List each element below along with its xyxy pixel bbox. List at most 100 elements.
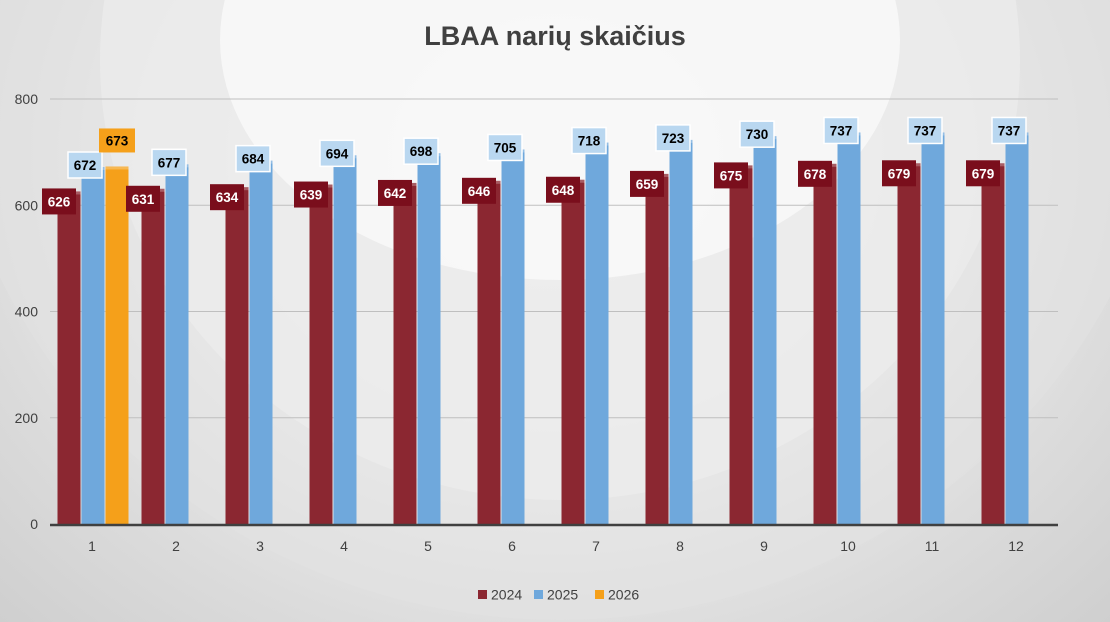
bar-2026-1: [105, 166, 129, 524]
legend-swatch: [534, 590, 543, 599]
data-label-2026-1: 673: [99, 128, 135, 153]
gridlines: [50, 98, 1058, 419]
bar-2024-6: [477, 180, 501, 524]
x-tick-label: 1: [88, 538, 96, 554]
data-label-text: 634: [216, 190, 239, 205]
data-label-box: [378, 179, 412, 206]
bar-2025-9: [753, 136, 777, 524]
data-label-box: [991, 116, 1027, 145]
bar-2024-8: [645, 173, 669, 524]
data-label-box: [655, 124, 691, 152]
x-tick-label: 8: [676, 538, 684, 554]
data-label-text: 672: [74, 158, 97, 173]
data-label-box: [966, 160, 1000, 187]
data-label-box: [126, 185, 160, 212]
y-tick-label: 400: [15, 304, 39, 320]
bars: [57, 132, 1029, 524]
bar-2025-5: [417, 153, 441, 524]
data-label-2024-7: 648: [546, 176, 580, 203]
data-label-2024-12: 679: [966, 160, 1000, 187]
data-label-text: 648: [552, 183, 575, 198]
data-label-box: [714, 162, 748, 189]
data-label-2025-9: 730: [739, 120, 775, 148]
data-label-text: 730: [746, 127, 769, 142]
legend-swatch: [478, 590, 487, 599]
data-label-2025-5: 698: [403, 137, 439, 165]
data-label-2024-10: 678: [798, 160, 832, 187]
legend-item-2024: 2024: [478, 587, 522, 603]
bar-2024-10: [813, 163, 837, 524]
data-label-box: [907, 116, 943, 145]
bar-2024-4: [309, 184, 333, 524]
data-label-text: 718: [578, 134, 601, 149]
data-label-box: [882, 160, 916, 187]
bar-2025-7: [585, 142, 609, 524]
data-label-2024-2: 631: [126, 185, 160, 212]
data-label-2025-11: 737: [907, 116, 943, 145]
data-label-box: [67, 151, 103, 179]
data-label-text: 684: [242, 152, 265, 167]
data-label-2025-3: 684: [235, 144, 271, 173]
x-tick-label: 11: [925, 538, 940, 554]
data-label-box: [42, 188, 76, 215]
bar-2025-2: [165, 164, 189, 524]
data-label-text: 737: [998, 123, 1021, 138]
data-label-2025-8: 723: [655, 124, 691, 152]
legend: 2024 2025 2026: [478, 587, 639, 603]
legend-item-2025: 2025: [534, 587, 578, 603]
x-tick-label: 10: [840, 538, 856, 554]
legend-item-2026: 2026: [595, 587, 639, 603]
legend-label: 2026: [608, 587, 639, 603]
data-label-box: [210, 184, 244, 211]
y-tick-label: 0: [30, 516, 38, 532]
data-label-box: [823, 116, 859, 145]
data-label-box: [99, 128, 135, 153]
x-tick-label: 6: [508, 538, 516, 554]
data-label-2025-4: 694: [319, 139, 355, 168]
bar-2025-1: [81, 167, 105, 524]
bar-2024-7: [561, 179, 585, 524]
x-tick-label: 9: [760, 538, 768, 554]
data-label-box: [319, 139, 355, 168]
y-axis: 0 200 400 600 800: [15, 91, 39, 532]
legend-label: 2024: [491, 587, 522, 603]
data-label-2024-5: 642: [378, 179, 412, 206]
data-label-text: 679: [888, 166, 911, 181]
data-label-2024-8: 659: [630, 170, 664, 197]
data-label-box: [294, 181, 328, 208]
data-label-text: 678: [804, 167, 827, 182]
data-label-2024-11: 679: [882, 160, 916, 187]
data-label-box: [151, 148, 187, 177]
x-tick-label: 4: [340, 538, 348, 554]
data-label-2024-3: 634: [210, 184, 244, 211]
bar-2025-11: [921, 132, 945, 524]
bar-2024-2: [141, 188, 165, 524]
x-tick-label: 5: [424, 538, 432, 554]
x-tick-label: 12: [1008, 538, 1024, 554]
data-label-2025-1: 672: [67, 151, 103, 179]
bar-2025-10: [837, 132, 861, 524]
data-label-box: [571, 126, 607, 155]
bar-2025-3: [249, 160, 273, 524]
data-label-box: [739, 120, 775, 148]
data-label-text: 639: [300, 188, 323, 203]
y-tick-label: 600: [15, 197, 39, 213]
legend-label: 2025: [547, 587, 578, 603]
data-label-2025-6: 705: [487, 133, 523, 162]
data-label-text: 626: [48, 194, 71, 209]
data-label-box: [546, 176, 580, 203]
x-tick-label: 3: [256, 538, 264, 554]
data-label-2024-6: 646: [462, 177, 496, 204]
data-label-box: [798, 160, 832, 187]
data-label-text: 673: [106, 133, 129, 148]
data-label-text: 679: [972, 166, 995, 181]
legend-swatch: [595, 590, 604, 599]
data-label-2024-9: 675: [714, 162, 748, 189]
data-label-2025-10: 737: [823, 116, 859, 145]
bar-2024-12: [981, 163, 1005, 524]
data-label-box: [487, 133, 523, 162]
data-label-box: [235, 144, 271, 173]
